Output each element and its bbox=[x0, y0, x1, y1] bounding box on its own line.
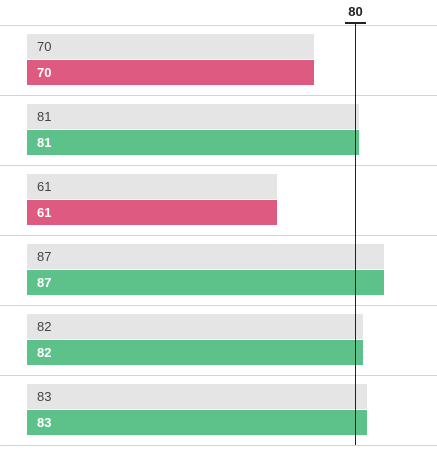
row-divider bbox=[0, 25, 437, 26]
background-bar bbox=[27, 384, 368, 409]
row-divider bbox=[0, 165, 437, 166]
value-bar-label: 81 bbox=[37, 135, 52, 150]
background-bar-label: 82 bbox=[37, 319, 52, 334]
value-bar-label: 61 bbox=[37, 205, 52, 220]
background-bar bbox=[27, 174, 278, 199]
row-divider bbox=[0, 445, 437, 446]
row-divider bbox=[0, 375, 437, 376]
background-bar-label: 61 bbox=[37, 179, 52, 194]
background-bar bbox=[27, 244, 384, 269]
row-divider bbox=[0, 95, 437, 96]
value-bar-label: 83 bbox=[37, 415, 52, 430]
value-bar bbox=[27, 340, 364, 365]
reference-tick bbox=[345, 22, 366, 24]
value-bar bbox=[27, 60, 314, 85]
background-bar-label: 70 bbox=[37, 39, 52, 54]
background-bar-label: 81 bbox=[37, 109, 52, 124]
row-divider bbox=[0, 305, 437, 306]
row-divider bbox=[0, 235, 437, 236]
value-bar bbox=[27, 200, 278, 225]
value-bar bbox=[27, 130, 360, 155]
value-bar bbox=[27, 270, 384, 295]
value-bar-label: 82 bbox=[37, 345, 52, 360]
background-bar bbox=[27, 34, 314, 59]
background-bar-label: 83 bbox=[37, 389, 52, 404]
background-bar bbox=[27, 314, 364, 339]
background-bar bbox=[27, 104, 360, 129]
reference-line bbox=[355, 22, 356, 445]
value-bar-label: 70 bbox=[37, 65, 52, 80]
reference-label: 80 bbox=[348, 4, 363, 19]
value-bar bbox=[27, 410, 368, 435]
value-bar-label: 87 bbox=[37, 275, 52, 290]
background-bar-label: 87 bbox=[37, 249, 52, 264]
